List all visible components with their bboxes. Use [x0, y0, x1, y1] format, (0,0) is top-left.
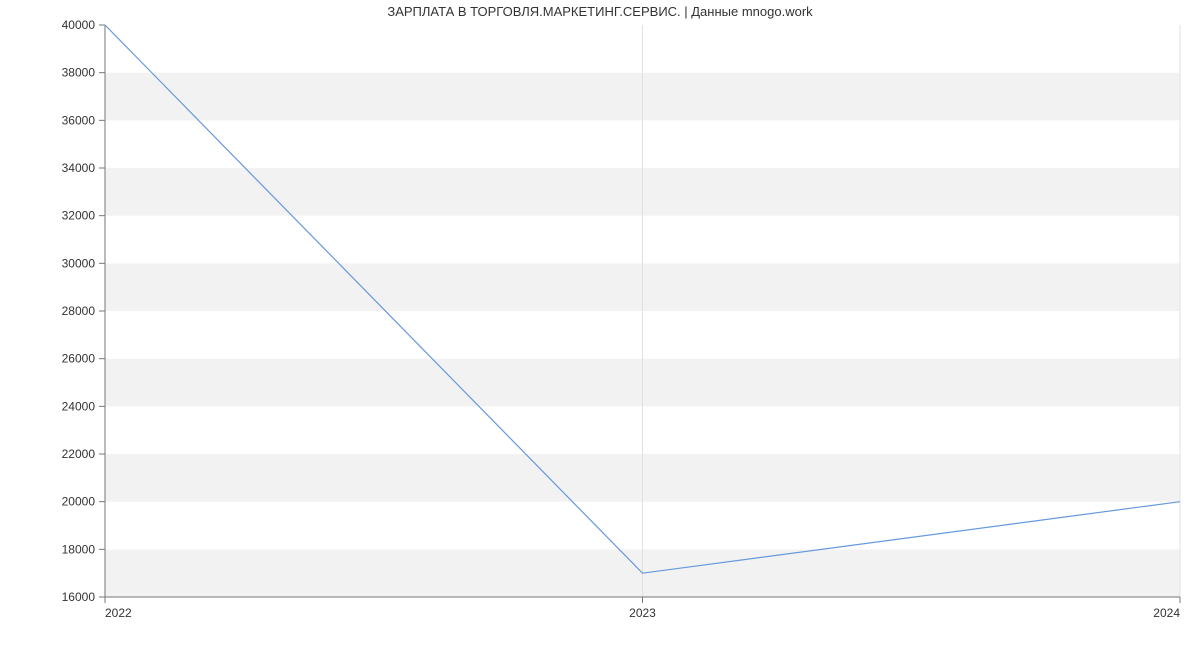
y-tick-label: 20000 [62, 495, 96, 509]
line-chart: 16000 18000 20000 22000 24000 26000 28000 30000… [0, 0, 1200, 650]
chart-container: ЗАРПЛАТА В ТОРГОВЛЯ.МАРКЕТИНГ.СЕРВИС. | … [0, 0, 1200, 650]
chart-title: ЗАРПЛАТА В ТОРГОВЛЯ.МАРКЕТИНГ.СЕРВИС. | … [0, 4, 1200, 19]
y-tick-label: 38000 [62, 66, 96, 80]
x-tick-label: 2024 [1153, 606, 1180, 620]
x-tick-label: 2023 [629, 606, 656, 620]
y-tick-label: 34000 [62, 161, 96, 175]
y-tick-label: 16000 [62, 590, 96, 604]
y-tick-label: 32000 [62, 209, 96, 223]
y-tick-label: 30000 [62, 256, 96, 270]
y-tick-label: 40000 [62, 18, 96, 32]
y-tick-label: 36000 [62, 113, 96, 127]
x-tick-label: 2022 [105, 606, 132, 620]
y-tick-label: 28000 [62, 304, 96, 318]
y-tick-label: 24000 [62, 399, 96, 413]
y-tick-label: 18000 [62, 542, 96, 556]
y-tick-label: 26000 [62, 352, 96, 366]
y-tick-label: 22000 [62, 447, 96, 461]
